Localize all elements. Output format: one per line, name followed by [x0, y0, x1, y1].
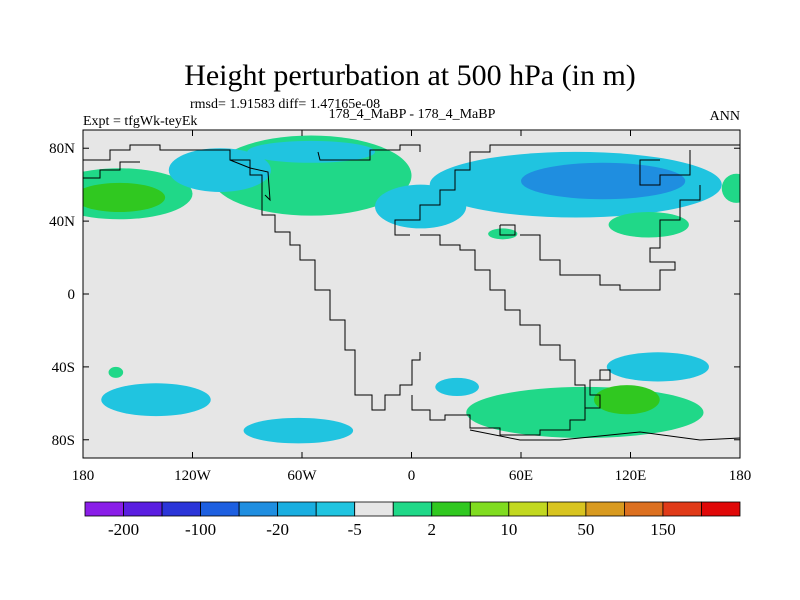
- y-axis: 80N 40N 0 40S 80S: [49, 141, 740, 449]
- region-siberia-core-neg: [521, 162, 686, 200]
- x-tick-label: 60W: [287, 468, 317, 484]
- colorbar-swatch: [546, 501, 587, 517]
- colorbar-swatch: [354, 501, 394, 517]
- region-s-indian-core-pos: [594, 385, 660, 415]
- x-tick-label: 180: [729, 468, 752, 484]
- x-axis: 180 120W 60W 0 60E 120E 180: [72, 130, 752, 484]
- y-tick-label: 40S: [52, 360, 75, 376]
- region-arctic-canada-neg: [168, 148, 271, 192]
- colorbar-swatch: [469, 501, 510, 517]
- region-n-atlantic-polar-neg: [247, 140, 375, 163]
- case-label: 178_4_MaBP - 178_4_MaBP: [329, 107, 496, 122]
- y-tick-label: 80N: [49, 141, 75, 157]
- x-tick-label: 120W: [174, 468, 212, 484]
- region-pacific-dateline-pos: [721, 173, 740, 203]
- colorbar-swatch: [238, 501, 279, 517]
- colorbar-swatch: [431, 501, 471, 517]
- y-tick-label: 0: [68, 287, 76, 303]
- chart-title: Height perturbation at 500 hPa (in m): [184, 59, 636, 92]
- stats-label: rmsd= 1.91583 diff= 1.47165e-08: [190, 97, 380, 112]
- region-s-pacific-west-pos: [108, 366, 124, 378]
- colorbar-swatch: [508, 501, 548, 517]
- colorbar-swatch: [624, 501, 664, 517]
- colorbar-swatch: [123, 501, 163, 517]
- region-s-pacific-south-neg: [243, 417, 354, 444]
- colorbar-swatch: [277, 501, 317, 517]
- colorbar-swatch: [662, 501, 702, 517]
- colorbar: -200 -100 -20 -5 2 10 50 150: [84, 501, 741, 539]
- x-tick-label: 180: [72, 468, 95, 484]
- x-tick-label: 60E: [509, 468, 533, 484]
- colorbar-swatch: [200, 501, 240, 517]
- contour-regions: [83, 135, 740, 444]
- y-tick-label: 40N: [49, 214, 75, 230]
- region-s-pacific-neg: [101, 383, 211, 417]
- region-n-pacific-core-pos: [83, 182, 166, 212]
- colorbar-swatch: [315, 501, 356, 517]
- colorbar-label: -100: [185, 520, 216, 539]
- colorbar-label: 10: [500, 520, 517, 539]
- colorbar-swatch: [701, 501, 741, 517]
- region-mediterranean-pos: [488, 228, 518, 240]
- x-tick-label: 0: [408, 468, 416, 484]
- colorbar-label: 2: [428, 520, 437, 539]
- colorbar-swatch: [585, 501, 625, 517]
- region-s-atlantic-neg: [435, 377, 480, 397]
- colorbar-label: -5: [348, 520, 362, 539]
- experiment-label: Expt = tfgWk-teyEk: [83, 114, 197, 129]
- colorbar-label: -200: [108, 520, 139, 539]
- region-europe-trough-neg: [375, 184, 467, 229]
- season-label: ANN: [710, 109, 740, 124]
- region-n-pacific-east-pos: [608, 212, 689, 238]
- coastlines: [83, 144, 740, 441]
- colorbar-label: 50: [577, 520, 594, 539]
- region-s-indian-east-neg: [606, 352, 709, 382]
- colorbar-label: -20: [266, 520, 289, 539]
- colorbar-swatch: [392, 501, 433, 517]
- colorbar-swatch: [161, 501, 201, 517]
- y-tick-label: 80S: [52, 433, 75, 449]
- colorbar-swatch: [84, 501, 124, 517]
- colorbar-label: 150: [650, 520, 676, 539]
- x-tick-label: 120E: [615, 468, 647, 484]
